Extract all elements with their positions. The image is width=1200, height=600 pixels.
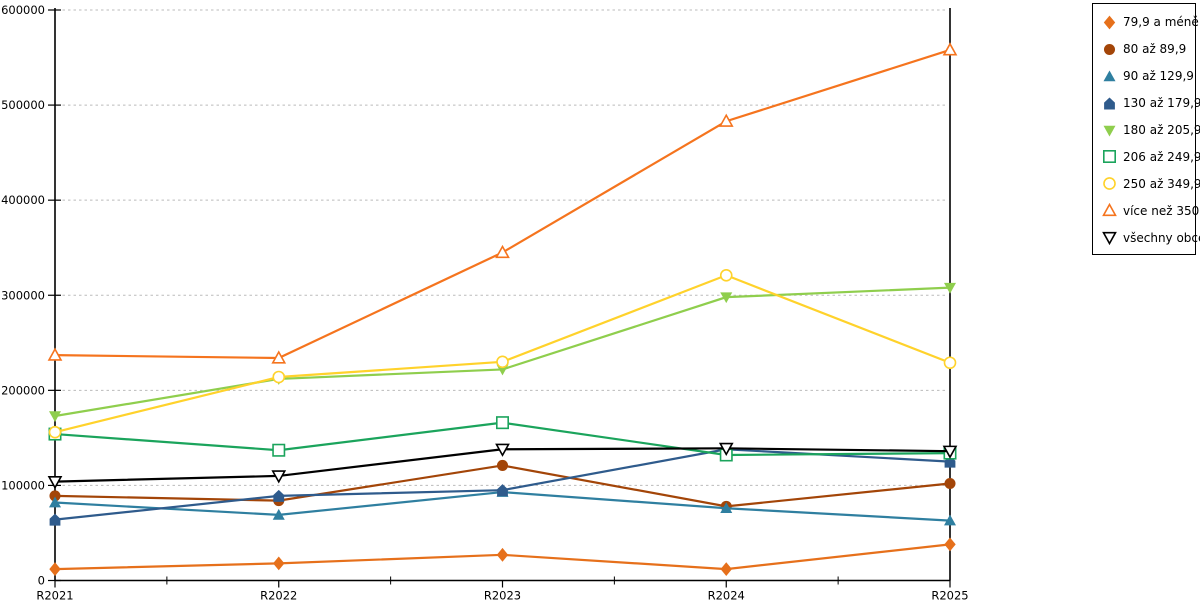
180-az-205-9-marker-glyph xyxy=(1103,125,1116,136)
marker-vsechny-obce-R2023 xyxy=(495,443,510,457)
marker-206-az-249-9-R2023 xyxy=(495,416,509,430)
marker-80-az-89-9-R2025 xyxy=(944,477,956,490)
180-az-205-9-marker-icon xyxy=(1103,125,1116,136)
marker-79-9-a-mene-R2022 xyxy=(273,556,285,571)
marker-180-az-205-9-R2021 xyxy=(49,411,61,423)
x-tick-label-R2025: R2025 xyxy=(931,589,968,600)
marker-79-9-a-mene-R2023 xyxy=(496,547,509,562)
130-az-179-9-marker-icon xyxy=(1104,97,1115,110)
marker-180-az-205-9-R2024 xyxy=(720,292,733,304)
marker-vsechny-obce-R2024 xyxy=(718,442,734,456)
130-az-179-9-marker-glyph xyxy=(1104,97,1115,110)
marker-90-az-129-9-R2021 xyxy=(49,496,61,508)
legend-label: 79,9 a méně xyxy=(1123,15,1199,30)
legend-label: 206 až 249,9 xyxy=(1123,149,1200,164)
90-az-129-9-marker-icon xyxy=(1103,70,1116,82)
marker-250-az-349-9-R2025 xyxy=(943,356,957,370)
series-line-250-az-349-9 xyxy=(54,274,951,434)
vice-nez-350-marker-glyph xyxy=(1102,203,1117,217)
legend-label: 180 až 205,9 xyxy=(1123,123,1200,137)
vice-nez-350-marker-icon xyxy=(1102,203,1117,217)
y-tick-label-300000: 300000 xyxy=(1,288,45,302)
marker-vsechny-obce-R2021 xyxy=(47,476,63,490)
legend-item-180-az-205-9: 180 až 205,9 xyxy=(1102,117,1200,144)
marker-250-az-349-9-R2023 xyxy=(496,355,509,369)
80-az-89-9-marker-glyph xyxy=(1103,43,1116,55)
marker-vice-nez-350-R2025 xyxy=(942,42,958,56)
marker-250-az-349-9-R2021 xyxy=(48,425,62,439)
79-9-a-mene-marker-icon xyxy=(1103,15,1116,30)
legend-label: 90 až 129,9 xyxy=(1123,69,1194,84)
legend-item-90-az-129-9: 90 až 129,9 xyxy=(1102,63,1194,90)
80-az-89-9-marker-icon xyxy=(1103,43,1116,55)
marker-vsechny-obce-R2022 xyxy=(271,470,287,484)
marker-90-az-129-9-R2024 xyxy=(720,502,733,514)
250-az-349-9-marker-glyph xyxy=(1103,177,1116,191)
legend-label: 130 až 179,9 xyxy=(1123,96,1200,111)
marker-180-az-205-9-R2025 xyxy=(944,282,956,294)
y-tick-label-200000: 200000 xyxy=(1,383,45,397)
vsechny-obce-marker-glyph xyxy=(1102,231,1117,246)
legend-label: všechny obce xyxy=(1123,230,1200,245)
marker-vice-nez-350-R2021 xyxy=(47,347,63,361)
x-tick-label-R2022: R2022 xyxy=(260,589,297,600)
marker-206-az-249-9-R2022 xyxy=(272,443,286,457)
79-9-a-mene-marker-glyph xyxy=(1103,15,1116,30)
series-line-vice-nez-350 xyxy=(54,48,951,360)
series-line-180-az-205-9 xyxy=(54,286,951,418)
marker-250-az-349-9-R2024 xyxy=(719,268,733,282)
marker-130-az-179-9-R2023 xyxy=(497,484,508,497)
y-tick-label-600000: 600000 xyxy=(1,3,45,17)
marker-80-az-89-9-R2021 xyxy=(49,490,61,502)
vsechny-obce-marker-icon xyxy=(1102,231,1117,246)
legend-item-vsechny-obce: všechny obce xyxy=(1102,224,1200,251)
marker-90-az-129-9-R2025 xyxy=(944,514,956,526)
marker-90-az-129-9-R2022 xyxy=(272,508,285,520)
marker-250-az-349-9-R2022 xyxy=(272,370,286,384)
x-tick-label-R2024: R2024 xyxy=(708,589,745,600)
y-tick-label-0: 0 xyxy=(38,574,45,588)
legend-label: 80 až 89,9 xyxy=(1123,42,1187,57)
marker-79-9-a-mene-R2021 xyxy=(49,562,61,576)
x-tick-label-R2021: R2021 xyxy=(36,589,73,600)
90-az-129-9-marker-glyph xyxy=(1103,70,1116,82)
legend-item-80-az-89-9: 80 až 89,9 xyxy=(1102,36,1193,63)
legend-item-79-9-a-mene: 79,9 a méně xyxy=(1102,9,1199,36)
marker-vice-nez-350-R2022 xyxy=(271,350,287,364)
206-az-249-9-marker-icon xyxy=(1102,150,1116,164)
marker-130-az-179-9-R2022 xyxy=(273,489,285,502)
206-az-249-9-marker-glyph xyxy=(1102,150,1116,164)
legend-item-130-az-179-9: 130 až 179,9 xyxy=(1102,90,1200,117)
legend-item-206-az-249-9: 206 až 249,9 xyxy=(1102,143,1200,170)
marker-79-9-a-mene-R2024 xyxy=(720,562,732,576)
y-tick-label-400000: 400000 xyxy=(1,193,45,207)
marker-130-az-179-9-R2021 xyxy=(49,513,61,526)
legend-item-vice-nez-350: více než 350 xyxy=(1102,197,1199,224)
marker-vice-nez-350-R2024 xyxy=(718,113,734,127)
y-tick-label-100000: 100000 xyxy=(1,478,45,492)
legend-item-250-az-349-9: 250 až 349,9 xyxy=(1102,170,1200,197)
250-az-349-9-marker-icon xyxy=(1103,177,1116,191)
legend-label: více než 350 xyxy=(1123,203,1200,218)
legend: 79,9 a méně 80 až 89,9 90 až 129,9 130 až 1… xyxy=(1092,3,1200,255)
marker-79-9-a-mene-R2025 xyxy=(944,537,956,552)
y-tick-label-500000: 500000 xyxy=(1,98,45,112)
marker-vsechny-obce-R2025 xyxy=(942,445,958,459)
marker-vice-nez-350-R2023 xyxy=(495,244,510,259)
x-tick-label-R2023: R2023 xyxy=(484,589,521,600)
legend-label: 250 až 349,9 xyxy=(1123,176,1200,191)
marker-80-az-89-9-R2023 xyxy=(496,459,509,471)
